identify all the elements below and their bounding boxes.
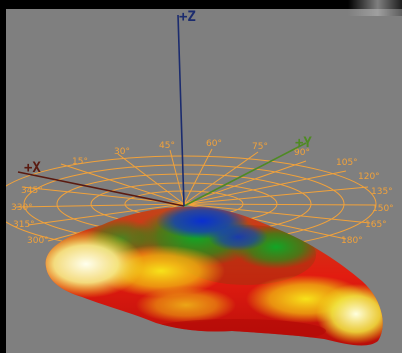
- angle-label-105: 105°: [336, 158, 358, 168]
- angle-label-45: 45°: [159, 141, 175, 151]
- angle-label-330: 330°: [11, 203, 33, 213]
- angle-label-30: 30°: [114, 147, 130, 157]
- z-axis-label: +Z: [179, 9, 196, 25]
- angle-label-165: 165°: [365, 220, 387, 230]
- angle-label-120: 120°: [358, 172, 380, 182]
- y-axis-label: +Y: [295, 135, 312, 151]
- angle-label-15: 15°: [72, 157, 88, 167]
- angle-label-60: 60°: [206, 139, 222, 149]
- 3d-viewport[interactable]: 15° 30° 45° 60° 75° 90° 105° 120° 135° 1…: [6, 9, 402, 353]
- angle-label-90: 90°: [294, 148, 310, 158]
- window-glare: [348, 0, 402, 16]
- x-axis-line: [17, 171, 185, 207]
- angle-label-150: 150°: [372, 204, 394, 214]
- radiation-pattern-surface: [45, 206, 383, 346]
- angle-label-180: 180°: [341, 236, 363, 246]
- scene-svg: 15° 30° 45° 60° 75° 90° 105° 120° 135° 1…: [6, 9, 394, 346]
- y-axis-line: [183, 142, 307, 207]
- polar-angle-labels: 15° 30° 45° 60° 75° 90° 105° 120° 135° 1…: [11, 139, 394, 246]
- z-axis-line: [177, 14, 185, 207]
- axes: +X +Y +Z: [17, 9, 312, 207]
- angle-label-345: 345°: [21, 186, 43, 196]
- angle-label-75: 75°: [252, 142, 268, 152]
- x-axis-label: +X: [24, 160, 41, 176]
- angle-label-300: 300°: [27, 236, 49, 246]
- angle-label-135: 135°: [371, 187, 393, 197]
- angle-label-315: 315°: [13, 220, 35, 230]
